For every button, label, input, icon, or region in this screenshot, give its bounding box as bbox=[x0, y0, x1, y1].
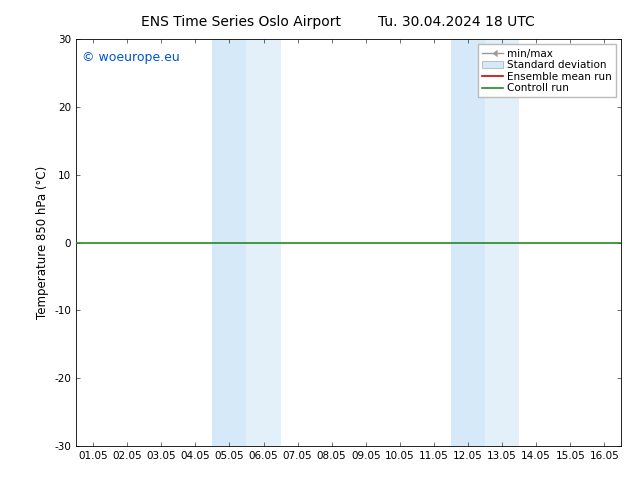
Text: © woeurope.eu: © woeurope.eu bbox=[82, 51, 179, 64]
Bar bbox=[212, 39, 247, 446]
Text: Tu. 30.04.2024 18 UTC: Tu. 30.04.2024 18 UTC bbox=[378, 15, 535, 29]
Y-axis label: Temperature 850 hPa (°C): Temperature 850 hPa (°C) bbox=[36, 166, 49, 319]
Bar bbox=[451, 39, 485, 446]
Bar bbox=[485, 39, 519, 446]
Bar bbox=[247, 39, 280, 446]
Legend: min/max, Standard deviation, Ensemble mean run, Controll run: min/max, Standard deviation, Ensemble me… bbox=[478, 45, 616, 98]
Text: ENS Time Series Oslo Airport: ENS Time Series Oslo Airport bbox=[141, 15, 341, 29]
